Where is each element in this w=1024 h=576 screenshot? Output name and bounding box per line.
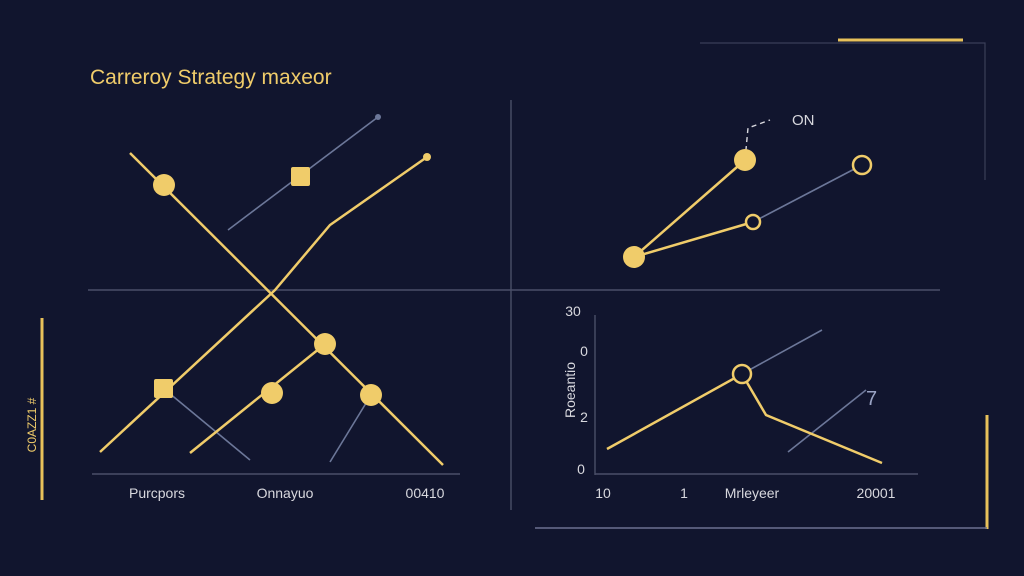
- point: [261, 382, 283, 404]
- y-label: Roeantio: [562, 362, 578, 418]
- x-label: 10: [595, 485, 611, 501]
- point: [314, 333, 336, 355]
- line: [787, 389, 867, 453]
- point: [744, 213, 762, 231]
- x-label: 20001: [857, 485, 896, 501]
- x-label: Mrleyeer: [725, 485, 780, 501]
- point: [153, 174, 175, 196]
- point: [731, 363, 753, 385]
- point: [851, 154, 873, 176]
- x-label: 1: [680, 485, 688, 501]
- x-label: Onnayuo: [257, 485, 314, 501]
- line: [129, 152, 444, 466]
- line: [99, 155, 428, 453]
- point: [623, 246, 645, 268]
- line: [162, 387, 251, 461]
- x-label: 00410: [406, 485, 445, 501]
- point: [734, 149, 756, 171]
- y-tick-label: 2: [580, 409, 588, 425]
- line: [189, 343, 326, 454]
- annotation: ON: [792, 112, 815, 129]
- point: [291, 167, 310, 186]
- line: [752, 164, 863, 223]
- side-label: C0AZZ1 #: [25, 397, 39, 452]
- point: [360, 384, 382, 406]
- y-tick-label: 30: [565, 303, 581, 319]
- line: [633, 159, 746, 258]
- annotation: 7: [866, 388, 877, 410]
- x-label: Purcpors: [129, 485, 185, 501]
- point: [154, 379, 173, 398]
- line: [329, 394, 372, 463]
- line: [606, 372, 883, 465]
- y-tick-label: 0: [580, 343, 588, 359]
- frame-line: [700, 42, 986, 180]
- title: Carreroy Strategy maxeor: [90, 66, 332, 89]
- y-tick-label: 0: [577, 461, 585, 477]
- line: [741, 329, 823, 375]
- point: [375, 114, 381, 120]
- point: [423, 153, 431, 161]
- line: [633, 220, 754, 259]
